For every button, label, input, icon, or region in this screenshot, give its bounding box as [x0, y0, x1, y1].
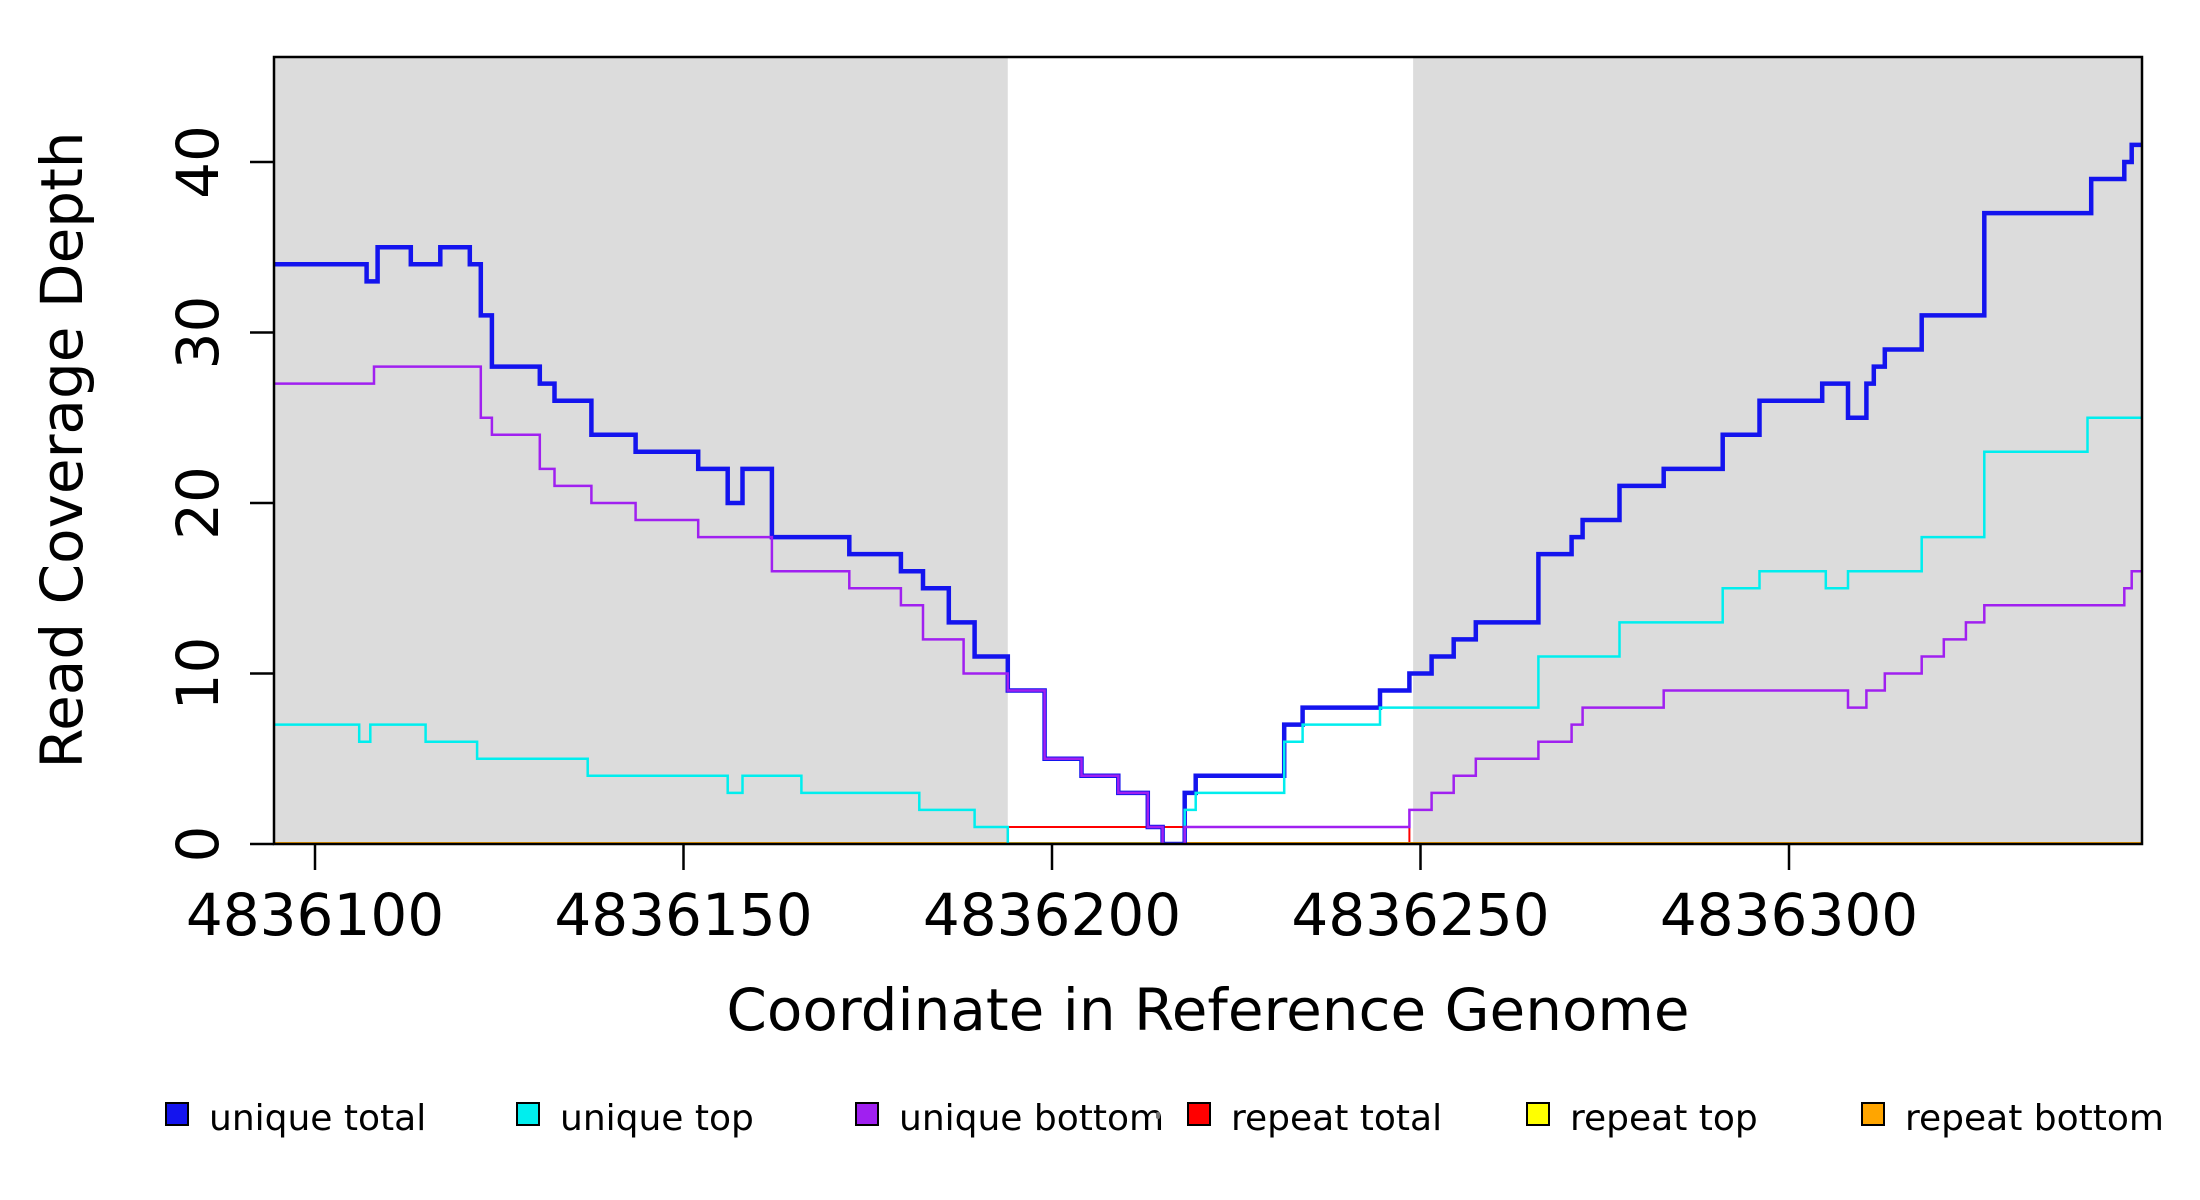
plot-frame — [272, 55, 2144, 846]
axis-tick-labels: 0 10 20 30 40 4836100 4836150 4836200 4836250 483… — [164, 125, 1918, 949]
axis-ticks — [250, 160, 1791, 870]
unique-top-swatch-icon — [516, 1102, 540, 1126]
svg-text:40: 40 — [164, 125, 232, 199]
legend-label: unique total — [209, 1098, 427, 1139]
svg-text:0: 0 — [164, 826, 232, 863]
legend-label: unique top — [560, 1098, 754, 1139]
svg-text:10: 10 — [164, 637, 232, 711]
svg-text:4836300: 4836300 — [1660, 881, 1918, 949]
legend-label: repeat bottom — [1905, 1098, 2164, 1139]
stray-mark — [1156, 1112, 1160, 1119]
svg-text:4836200: 4836200 — [923, 881, 1181, 949]
unique-bottom-swatch-icon — [855, 1102, 879, 1126]
svg-text:20: 20 — [164, 466, 232, 540]
svg-text:4836150: 4836150 — [554, 881, 812, 949]
svg-text:30: 30 — [164, 296, 232, 370]
svg-text:4836100: 4836100 — [186, 881, 444, 949]
x-axis-title: Coordinate in Reference Genome — [726, 976, 1689, 1044]
unique-total-swatch-icon — [165, 1102, 189, 1126]
repeat-total-swatch-icon — [1187, 1102, 1211, 1126]
y-axis-title: Read Coverage Depth — [28, 131, 96, 768]
legend-label: repeat total — [1231, 1098, 1443, 1139]
data-series — [274, 142, 2142, 844]
legend-label: unique bottom — [899, 1098, 1165, 1139]
repeat-top-swatch-icon — [1526, 1102, 1550, 1126]
shaded-regions — [274, 57, 2142, 844]
legend-label: repeat top — [1570, 1098, 1758, 1139]
repeat-bottom-swatch-icon — [1861, 1102, 1885, 1126]
svg-text:4836250: 4836250 — [1291, 881, 1549, 949]
